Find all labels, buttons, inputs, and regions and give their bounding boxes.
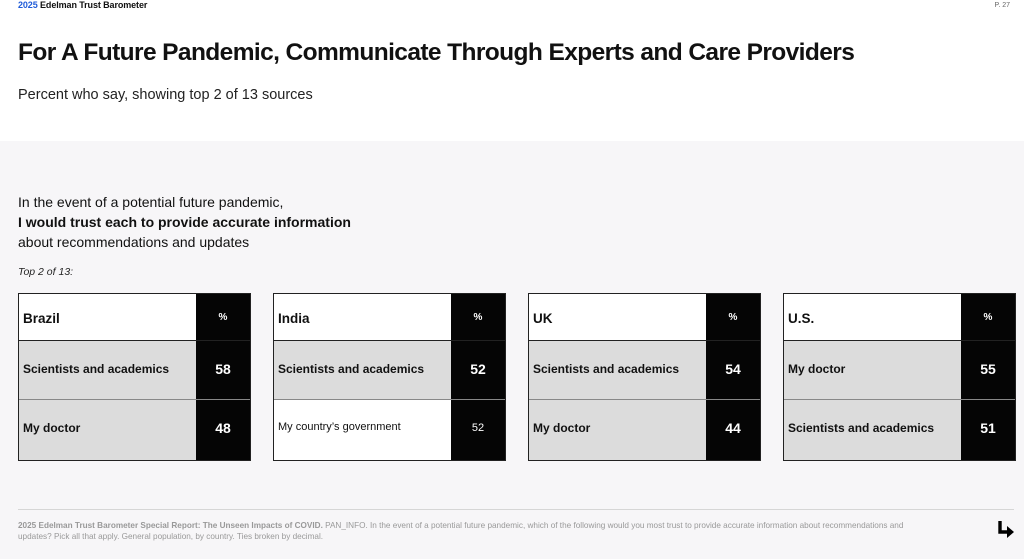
header-area: 2025 Edelman Trust Barometer P. 27 For A…	[0, 0, 1024, 141]
value-cell: 58	[196, 341, 250, 399]
brand-logo: 2025 Edelman Trust Barometer	[18, 0, 148, 10]
value-cell: 52	[451, 341, 505, 399]
table-row: My country’s government 52	[274, 400, 505, 460]
source-label: My doctor	[23, 421, 81, 435]
percent-header-cell: %	[961, 294, 1015, 340]
country-table-brazil: Brazil % Scientists and academics 58 My …	[18, 293, 251, 461]
survey-question: In the event of a potential future pande…	[18, 194, 351, 250]
value-cell: 55	[961, 341, 1015, 399]
source-label: Scientists and academics	[533, 362, 680, 376]
value-cell: 54	[706, 341, 760, 399]
table-row: Scientists and academics 54	[529, 341, 760, 400]
country-name: U.S.	[788, 311, 815, 326]
page-subtitle: Percent who say, showing top 2 of 13 sou…	[18, 87, 313, 103]
percent-header-cell: %	[196, 294, 250, 340]
table-row: My doctor 55	[784, 341, 1015, 400]
table-row: Scientists and academics 58	[19, 341, 250, 400]
table-header: India %	[274, 294, 505, 341]
table-row: My doctor 44	[529, 400, 760, 460]
footnote: 2025 Edelman Trust Barometer Special Rep…	[18, 521, 904, 541]
source-label: Scientists and academics	[23, 362, 170, 376]
percent-header-cell: %	[451, 294, 505, 340]
source-label: My doctor	[533, 421, 591, 435]
value-cell: 52	[451, 400, 505, 460]
source-label: Scientists and academics	[788, 421, 935, 435]
page-number: P. 27	[994, 2, 1010, 9]
table-row: My doctor 48	[19, 400, 250, 460]
country-name: UK	[533, 311, 553, 326]
table-header: UK %	[529, 294, 760, 341]
source-label: Scientists and academics	[278, 362, 425, 376]
table-row: Scientists and academics 52	[274, 341, 505, 400]
value-cell: 48	[196, 400, 250, 460]
arrow-down-right-icon[interactable]	[998, 519, 1016, 541]
table-header: Brazil %	[19, 294, 250, 341]
source-label: My doctor	[788, 362, 846, 376]
value-cell: 51	[961, 400, 1015, 460]
country-table-india: India % Scientists and academics 52 My c…	[273, 293, 506, 461]
country-name: India	[278, 311, 310, 326]
country-table-uk: UK % Scientists and academics 54 My doct…	[528, 293, 761, 461]
value-cell: 44	[706, 400, 760, 460]
table-header: U.S. %	[784, 294, 1015, 341]
page-title: For A Future Pandemic, Communicate Throu…	[18, 39, 855, 66]
table-row: Scientists and academics 51	[784, 400, 1015, 460]
top-note: Top 2 of 13:	[18, 266, 74, 278]
country-table-us: U.S. % My doctor 55 Scientists and acade…	[783, 293, 1016, 461]
country-name: Brazil	[23, 311, 60, 326]
source-label: My country’s government	[278, 421, 401, 433]
footer-divider	[18, 509, 1014, 510]
percent-header-cell: %	[706, 294, 760, 340]
